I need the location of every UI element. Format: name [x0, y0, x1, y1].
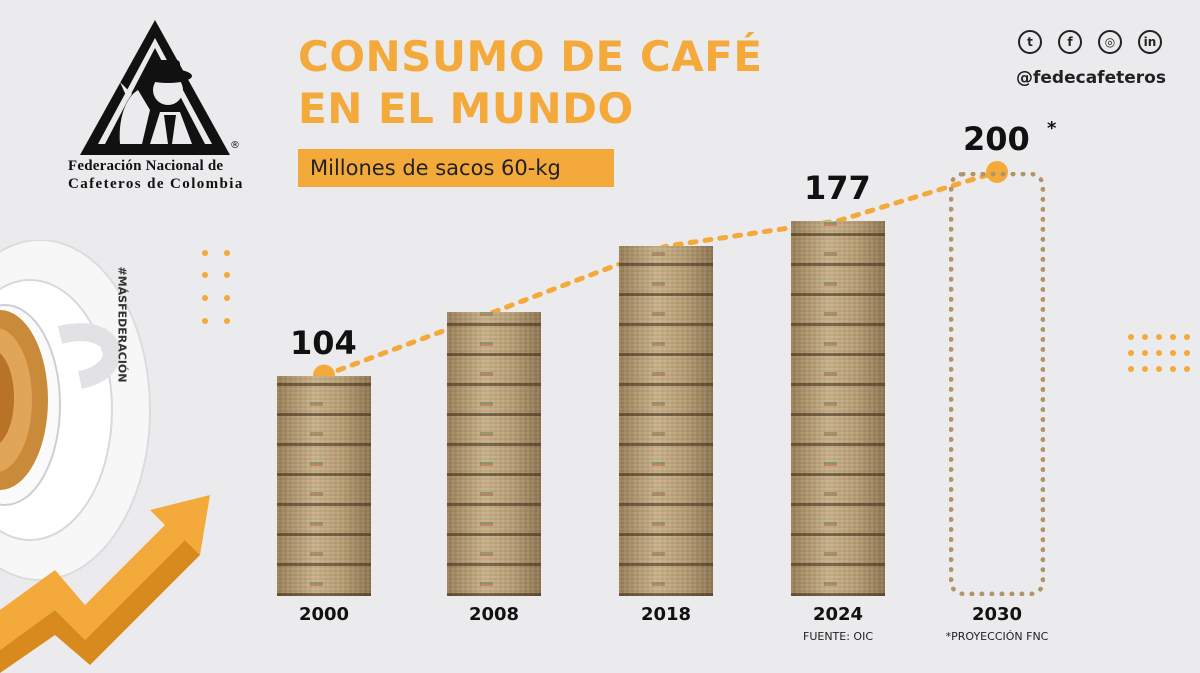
data-label: 200 [963, 120, 1030, 158]
linkedin-icon[interactable]: in [1138, 30, 1162, 54]
source-note: FUENTE: OIC [802, 630, 874, 643]
projection-asterisk: * [1047, 118, 1057, 139]
logo-text-line-1: Federación Nacional de [68, 158, 224, 174]
bar-2024 [791, 220, 885, 596]
chart-title-line-2: EN EL MUNDO [298, 84, 634, 133]
chart-title-line-1: CONSUMO DE CAFÉ [298, 32, 763, 81]
juan-valdez-logo-icon [80, 20, 230, 155]
bar-2000 [277, 375, 371, 596]
x-tick-label: 2018 [640, 604, 692, 625]
bar-texture [651, 246, 666, 596]
trend-arrow-icon [0, 495, 210, 673]
data-label: 177 [804, 168, 871, 207]
bar-texture [309, 375, 324, 596]
instagram-icon[interactable]: ◎ [1098, 30, 1122, 54]
fnc-logo: ® Federación Nacional de Cafeteros de Co… [60, 20, 270, 195]
chart-subtitle: Millones de sacos 60-kg [298, 149, 614, 187]
social-handle[interactable]: @fedecafeteros [1016, 68, 1166, 88]
logo-text-line-2: Cafeteros de Colombia [68, 176, 244, 192]
facebook-icon[interactable]: f [1058, 30, 1082, 54]
coffee-cup-image [0, 240, 151, 581]
x-tick-label: 2024 [812, 604, 864, 625]
bar-texture [823, 220, 838, 596]
data-label: 104 [290, 323, 357, 362]
social-links: t f ◎ in [1016, 30, 1176, 90]
registered-mark: ® [230, 140, 240, 151]
bar-2008 [447, 311, 541, 596]
x-tick-label: 2000 [298, 604, 350, 625]
projection-note: *PROYECCIÓN FNC [945, 630, 1049, 643]
bar-texture [479, 311, 494, 596]
x-tick-label: 2030 [971, 604, 1023, 625]
twitter-icon[interactable]: t [1018, 30, 1042, 54]
bar-2018 [619, 246, 713, 596]
x-tick-label: 2008 [468, 604, 520, 625]
projection-bar-2030 [949, 172, 1045, 596]
